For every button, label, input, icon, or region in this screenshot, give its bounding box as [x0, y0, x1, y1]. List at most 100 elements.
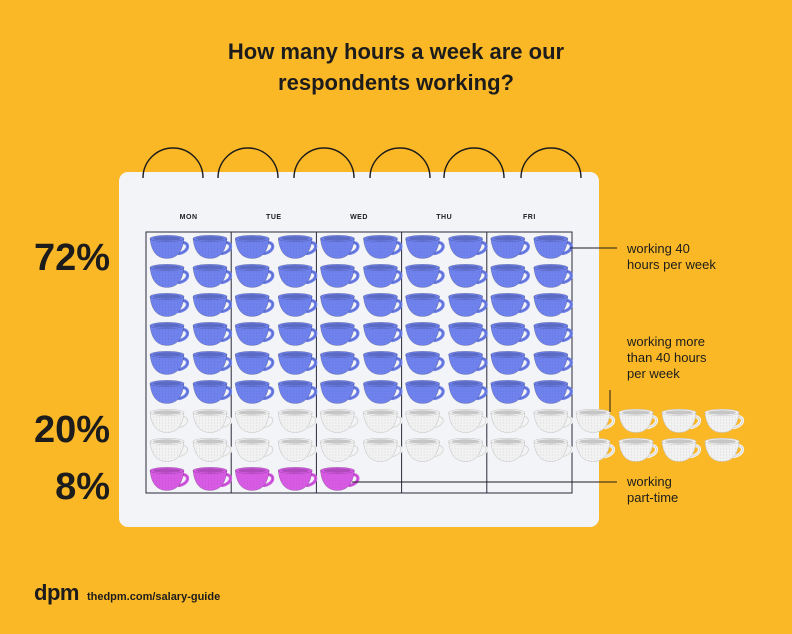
- cup-rim: [149, 322, 185, 330]
- cup-inside: [281, 265, 310, 270]
- cup-rim: [490, 264, 526, 272]
- cup-inside: [408, 294, 437, 299]
- callout-40h-line: working 40: [626, 241, 690, 256]
- cup-more-than-40h: [320, 409, 360, 433]
- cup-rim: [490, 235, 526, 243]
- cup-texture: [405, 412, 440, 433]
- cup-texture: [278, 383, 313, 404]
- cup-inside: [153, 468, 181, 473]
- cup-40h: [533, 264, 573, 288]
- cup-texture: [150, 238, 184, 259]
- cup-rim: [533, 351, 569, 359]
- cup-texture: [235, 296, 270, 317]
- cup-rim: [363, 264, 398, 272]
- cup-inside: [153, 294, 181, 299]
- cup-rim: [149, 380, 185, 388]
- cup-40h: [448, 351, 488, 375]
- cup-inside: [451, 323, 480, 328]
- cup-more-than-40h: [234, 409, 275, 433]
- cup-inside: [238, 410, 267, 415]
- cup-texture: [235, 412, 270, 433]
- cup-rim: [192, 467, 228, 475]
- cup-inside: [323, 381, 352, 386]
- cup-part-time: [192, 467, 233, 491]
- cup-more-than-40h: [192, 409, 233, 433]
- cup-texture: [705, 441, 739, 462]
- cup-inside: [536, 381, 565, 386]
- cup-rim: [234, 322, 270, 330]
- cup-more-than-40h-overflow: [618, 438, 659, 462]
- cup-texture: [576, 441, 610, 462]
- cup-40h: [448, 293, 488, 317]
- cup-rim: [149, 293, 185, 301]
- cup-rim: [405, 380, 440, 388]
- cup-texture: [320, 354, 355, 375]
- cup-rim: [704, 438, 740, 446]
- cup-rim: [234, 467, 270, 475]
- cup-rim: [405, 264, 440, 272]
- cup-40h: [533, 235, 573, 259]
- cup-40h: [320, 293, 360, 317]
- cup-more-than-40h: [448, 409, 488, 433]
- cup-40h: [234, 235, 275, 259]
- cup-inside: [196, 294, 224, 299]
- cup-rim: [192, 293, 228, 301]
- cup-inside: [622, 439, 650, 444]
- cup-40h: [192, 322, 233, 346]
- cup-texture: [193, 412, 227, 433]
- cup-more-than-40h: [234, 438, 275, 462]
- cup-rim: [363, 235, 398, 243]
- binder-ring-3: [293, 147, 355, 179]
- cup-inside: [196, 265, 224, 270]
- cup-part-time: [149, 467, 190, 491]
- cup-texture: [490, 441, 525, 462]
- cup-rim: [533, 322, 569, 330]
- cup-inside: [493, 381, 522, 386]
- cup-rim: [533, 293, 569, 301]
- cup-rim: [405, 322, 440, 330]
- day-label-fri: FRI: [523, 214, 536, 221]
- cup-more-than-40h: [192, 438, 233, 462]
- cup-rim: [363, 438, 398, 446]
- cup-rim: [490, 380, 526, 388]
- cup-rim: [363, 409, 398, 417]
- cup-part-time: [277, 467, 318, 491]
- cup-texture: [150, 470, 184, 491]
- cup-inside: [238, 439, 267, 444]
- cup-texture: [662, 441, 696, 462]
- cup-texture: [278, 441, 313, 462]
- cup-rim: [363, 322, 398, 330]
- cup-rim: [234, 293, 270, 301]
- cup-inside: [323, 294, 352, 299]
- cup-rim: [575, 409, 611, 417]
- cup-more-than-40h: [363, 438, 403, 462]
- cup-40h: [448, 322, 488, 346]
- cup-inside: [153, 352, 181, 357]
- cup-rim: [234, 409, 270, 417]
- callout-more-than-40h-line: than 40 hours: [627, 350, 707, 365]
- cup-inside: [451, 294, 480, 299]
- cup-40h: [363, 293, 403, 317]
- cup-rim: [405, 438, 440, 446]
- cup-texture: [150, 325, 184, 346]
- percent-label-part-time: 8%: [55, 466, 110, 508]
- cup-rim: [149, 351, 185, 359]
- cup-inside: [323, 236, 352, 241]
- cup-texture: [150, 441, 184, 462]
- cup-rim: [277, 264, 313, 272]
- cup-inside: [196, 381, 224, 386]
- cup-rim: [448, 293, 483, 301]
- cup-inside: [238, 323, 267, 328]
- cup-40h: [320, 264, 360, 288]
- cup-inside: [153, 236, 181, 241]
- cup-rim: [490, 409, 526, 417]
- binder-ring-5: [443, 147, 505, 179]
- title-line-1: How many hours a week are our: [227, 39, 565, 64]
- cup-rim: [405, 409, 440, 417]
- cup-texture: [533, 296, 568, 317]
- cup-texture: [490, 238, 525, 259]
- cup-texture: [405, 267, 440, 288]
- cup-rim: [490, 438, 526, 446]
- cup-inside: [281, 381, 310, 386]
- cup-rim: [533, 380, 569, 388]
